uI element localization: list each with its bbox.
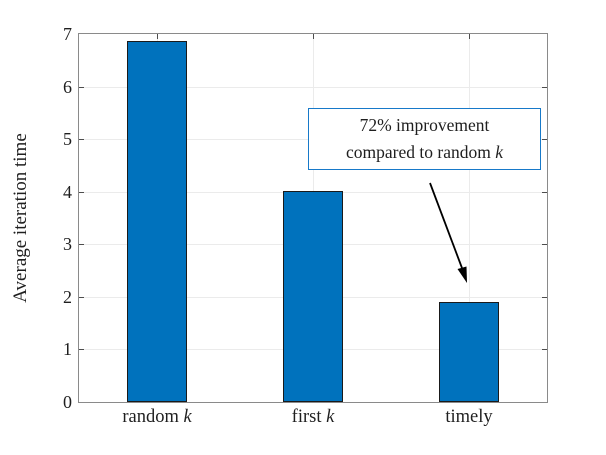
y-tick-mark (79, 86, 84, 88)
bar-random-k (127, 40, 187, 402)
y-tick-label: 0 (63, 392, 72, 412)
y-tick-mark (79, 244, 84, 246)
y-tick-label: 5 (63, 129, 72, 150)
y-tick-mark (79, 139, 84, 141)
y-tick-mark (542, 349, 547, 351)
y-tick-label: 7 (63, 24, 72, 44)
annotation-textbox: 72% improvement compared to random k (308, 108, 541, 170)
y-axis-label: Average iteration time (10, 133, 31, 303)
y-tick-mark (79, 349, 84, 351)
annotation-line-1: 72% improvement (359, 115, 490, 135)
x-tick-mark (313, 34, 314, 39)
x-tick-label: timely (445, 407, 493, 427)
x-tick-label: first k (291, 407, 335, 427)
bar-timely (439, 302, 499, 402)
y-tick-mark (542, 244, 547, 246)
y-tick-mark (79, 296, 84, 298)
y-tick-label: 6 (63, 76, 72, 97)
y-tick-mark (542, 191, 547, 193)
y-tick-mark (542, 296, 547, 298)
bar-first-k (283, 190, 343, 402)
x-tick-mark (469, 34, 470, 39)
x-tick-mark (157, 34, 158, 39)
y-tick-label: 1 (63, 339, 72, 360)
y-tick-label: 3 (63, 234, 72, 255)
x-tick-label: random k (122, 407, 192, 427)
y-tick-mark (542, 86, 547, 88)
y-tick-label: 2 (63, 286, 72, 307)
y-tick-mark (79, 191, 84, 193)
plot-area (78, 33, 548, 403)
y-tick-label: 4 (63, 181, 72, 202)
x-gridline (469, 34, 470, 402)
annotation-line-2: compared to random k (346, 142, 503, 162)
y-tick-mark (542, 139, 547, 141)
